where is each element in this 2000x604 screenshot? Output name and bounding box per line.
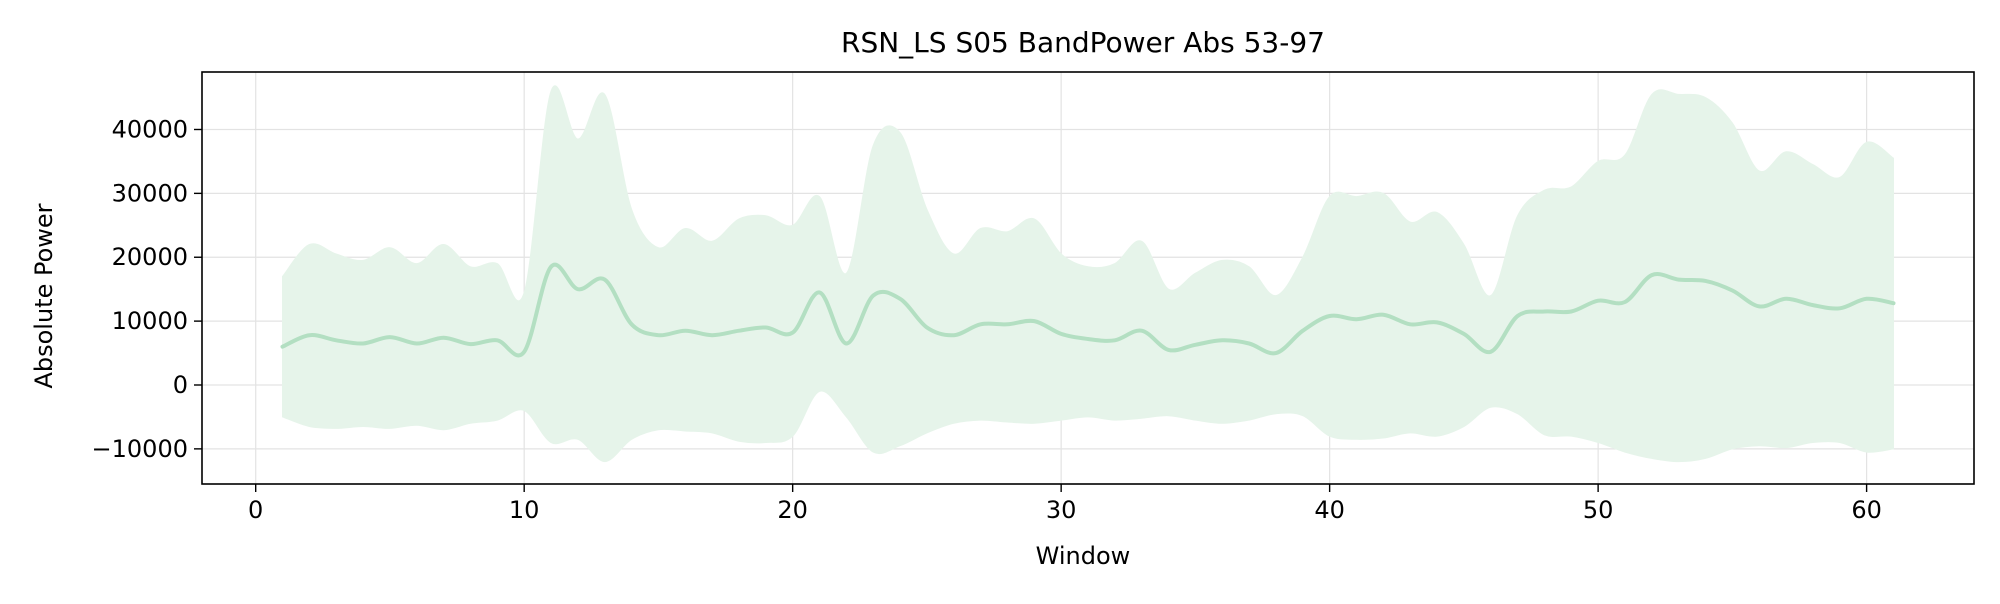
x-tick-label: 40 [1314, 496, 1345, 524]
x-tick-label: 20 [777, 496, 808, 524]
y-tick-label: 0 [173, 371, 188, 399]
y-axis-label: Absolute Power [30, 203, 58, 388]
x-tick-label: 10 [509, 496, 540, 524]
mean-line [280, 262, 1896, 358]
y-tick-label: 20000 [112, 243, 188, 271]
y-tick-label: 10000 [112, 307, 188, 335]
x-axis-label: Window [1036, 542, 1131, 570]
confidence-band [282, 85, 1894, 463]
x-tick-label: 30 [1046, 496, 1077, 524]
chart-title: RSN_LS S05 BandPower Abs 53-97 [841, 26, 1325, 59]
plot-frame [201, 71, 1975, 485]
x-tick-label: 60 [1851, 496, 1882, 524]
y-axis-ticks: −10000 0 10000 20000 30000 40000 [92, 115, 202, 463]
x-axis-ticks: 0 10 20 30 40 50 60 [248, 484, 1882, 524]
x-tick-label: 0 [248, 496, 263, 524]
x-tick-label: 50 [1583, 496, 1614, 524]
y-tick-label: −10000 [92, 435, 188, 463]
y-tick-label: 40000 [112, 115, 188, 143]
y-tick-label: 30000 [112, 179, 188, 207]
